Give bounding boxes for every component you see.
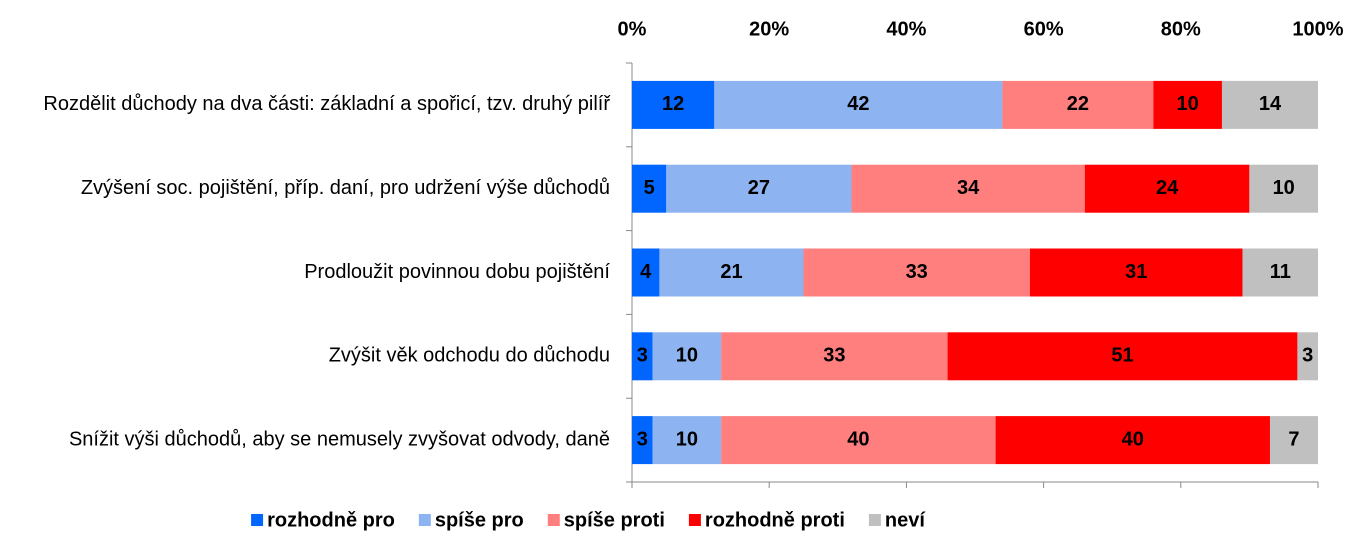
bar-segment — [995, 416, 1270, 465]
value-label: 42 — [847, 93, 869, 115]
bar-segment — [632, 416, 653, 465]
legend-item: spíše pro — [418, 509, 524, 531]
x-tick-label: 40% — [886, 18, 926, 40]
legend-swatch — [418, 514, 431, 526]
value-label: 27 — [748, 177, 770, 199]
bar-segment — [652, 332, 722, 381]
bar-segment — [1221, 80, 1318, 129]
category-label: Zvýšení soc. pojištění, příp. daní, pro … — [81, 177, 610, 199]
bar-segment — [632, 248, 660, 297]
bar-segment — [659, 248, 804, 297]
legend-item: rozhodně proti — [688, 509, 845, 531]
value-label: 4 — [640, 261, 652, 283]
bar-segment — [1002, 80, 1154, 129]
bar-segment — [947, 332, 1298, 381]
value-label: 14 — [1259, 93, 1282, 115]
bar-segment — [721, 416, 996, 465]
legend-item: neví — [868, 509, 926, 531]
legend-swatch — [251, 514, 264, 526]
bar-segment — [652, 416, 722, 465]
value-label: 40 — [847, 428, 869, 450]
category-label: Rozdělit důchody na dva části: základní … — [43, 93, 611, 115]
legend-item: spíše proti — [547, 509, 665, 531]
value-label: 33 — [906, 261, 928, 283]
bar-segment — [1084, 164, 1250, 213]
x-tick-label: 20% — [749, 18, 789, 40]
value-label: 22 — [1067, 93, 1089, 115]
x-tick-label: 60% — [1024, 18, 1064, 40]
category-label: Snížit výši důchodů, aby se nemusely zvy… — [69, 428, 610, 450]
category-label: Prodloužit povinnou dobu pojištění — [304, 261, 610, 283]
value-label: 11 — [1270, 261, 1291, 283]
bar-segment — [632, 332, 653, 381]
legend-label: spíše pro — [435, 509, 524, 531]
legend-label: rozhodně pro — [267, 509, 395, 531]
legend-item: rozhodně pro — [251, 509, 395, 531]
bar-segment — [666, 164, 852, 213]
bar-segment — [721, 332, 948, 381]
legend-swatch — [547, 514, 560, 526]
value-label: 3 — [637, 428, 648, 450]
category-label: Zvýšit věk odchodu do důchodu — [329, 345, 610, 367]
x-tick-label: 0% — [618, 18, 647, 40]
bar-segment — [1242, 248, 1318, 297]
value-label: 24 — [1156, 177, 1179, 199]
legend-label: spíše proti — [564, 509, 665, 531]
bar-segment — [632, 164, 667, 213]
value-label: 33 — [823, 345, 845, 367]
value-label: 10 — [1177, 93, 1199, 115]
bar-segment — [632, 80, 715, 129]
bar-segment — [714, 80, 1003, 129]
value-label: 40 — [1122, 428, 1144, 450]
value-label: 10 — [1273, 177, 1295, 199]
bar-segment — [1269, 416, 1318, 465]
value-label: 5 — [644, 177, 655, 199]
legend-label: neví — [885, 509, 926, 531]
value-label: 34 — [957, 177, 980, 199]
x-tick-label: 80% — [1161, 18, 1201, 40]
bar-segment — [1249, 164, 1318, 213]
value-label: 21 — [720, 261, 742, 283]
bar-segment — [1153, 80, 1222, 129]
value-label: 12 — [662, 93, 684, 115]
value-label: 10 — [676, 345, 698, 367]
value-label: 3 — [637, 345, 648, 367]
value-label: 51 — [1111, 345, 1133, 367]
bar-segment — [1029, 248, 1243, 297]
value-label: 31 — [1125, 261, 1147, 283]
legend-label: rozhodně proti — [705, 509, 845, 531]
value-label: 10 — [676, 428, 698, 450]
value-label: 7 — [1288, 428, 1299, 450]
bar-segment — [803, 248, 1030, 297]
bar-segment — [851, 164, 1085, 213]
value-label: 3 — [1302, 345, 1313, 367]
legend-swatch — [688, 514, 701, 526]
bar-segment — [1297, 332, 1318, 381]
x-tick-label: 100% — [1292, 18, 1343, 40]
legend-swatch — [868, 514, 881, 526]
